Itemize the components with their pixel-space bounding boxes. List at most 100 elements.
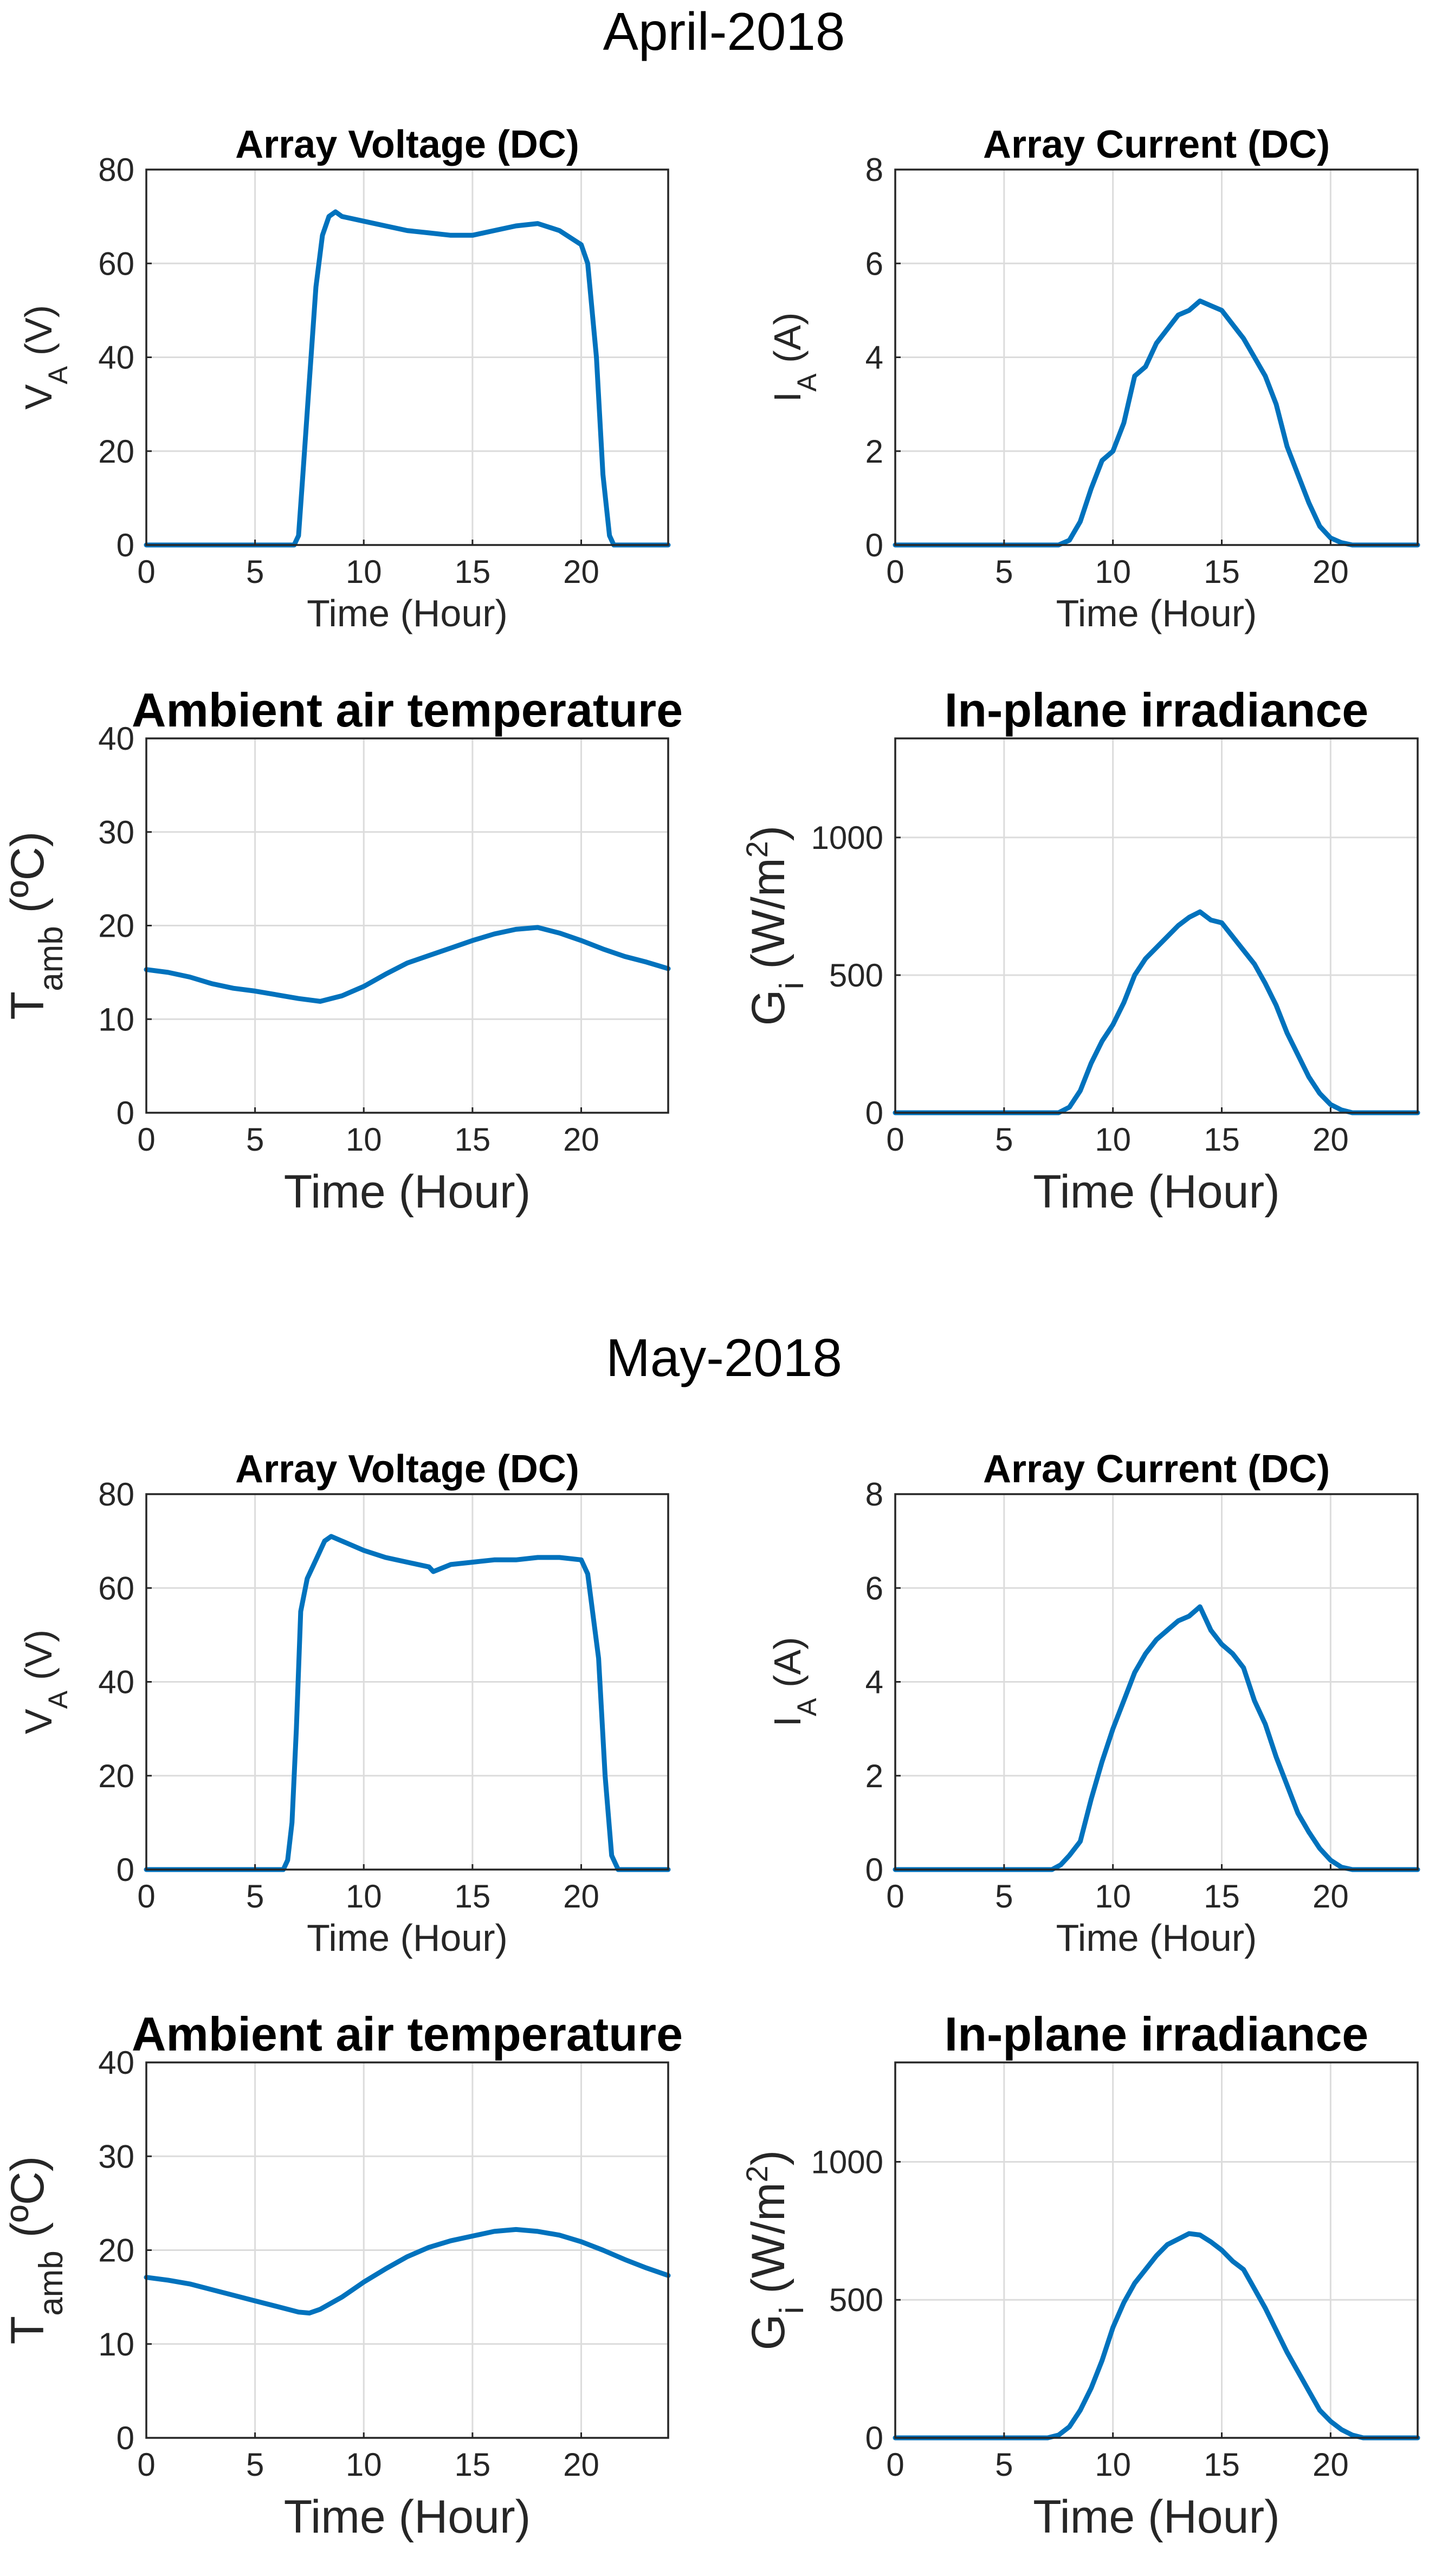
x-tick-label: 0 <box>137 554 155 590</box>
x-axis-label: Time (Hour) <box>1033 2491 1280 2543</box>
series-line <box>144 2227 671 2316</box>
y-tick-label: 20 <box>98 433 134 470</box>
y-tick-label: 60 <box>98 1570 134 1606</box>
y-tick-label: 0 <box>865 1095 883 1131</box>
x-tick-label: 0 <box>137 1121 155 1158</box>
y-tick-label: 20 <box>98 1758 134 1794</box>
x-tick-label: 5 <box>246 2447 264 2483</box>
x-axis-label: Time (Hour) <box>284 1166 531 1218</box>
y-axis-label: IA (A) <box>766 313 822 403</box>
chart-title: Array Voltage (DC) <box>235 1448 579 1491</box>
x-tick-label: 0 <box>886 1878 904 1915</box>
chart-title: Array Voltage (DC) <box>235 123 579 166</box>
chart-panel: 0 5 10 15 20 0 20 40 60 80 Array Voltage (DC) Time … <box>17 1448 671 1959</box>
y-tick-label: 500 <box>829 2282 883 2318</box>
x-axis-label: Time (Hour) <box>1033 1166 1280 1218</box>
x-tick-label: 20 <box>1313 554 1349 590</box>
x-tick-label: 10 <box>346 554 382 590</box>
x-tick-label: 10 <box>1095 1121 1131 1158</box>
series-line <box>893 299 1420 548</box>
series-line <box>893 909 1420 1115</box>
series-line <box>144 1534 671 1872</box>
y-axis-label: IA (A) <box>766 1637 822 1727</box>
chart-title: In-plane irradiance <box>945 683 1368 737</box>
chart-title: Ambient air temperature <box>132 683 683 737</box>
y-axis-label: Tamb (ºC) <box>2 2156 70 2345</box>
y-tick-label: 10 <box>98 1001 134 1037</box>
chart-title: Ambient air temperature <box>132 2007 683 2061</box>
x-tick-label: 0 <box>137 2447 155 2483</box>
x-tick-label: 0 <box>886 2447 904 2483</box>
y-tick-label: 10 <box>98 2326 134 2363</box>
y-tick-label: 8 <box>865 152 883 188</box>
x-axis-label: Time (Hour) <box>1056 592 1257 634</box>
series-line <box>893 1604 1420 1872</box>
x-tick-label: 10 <box>346 1121 382 1158</box>
y-tick-label: 4 <box>865 1664 883 1701</box>
y-tick-label: 1000 <box>811 2144 883 2180</box>
x-tick-label: 20 <box>1313 2447 1349 2483</box>
x-tick-label: 0 <box>137 1878 155 1915</box>
y-tick-label: 0 <box>117 1095 134 1131</box>
chart-panel: 0 5 10 15 20 0 500 1000 In-plane irradiance Time … <box>740 683 1420 1218</box>
chart-title: In-plane irradiance <box>945 2007 1368 2061</box>
x-tick-label: 10 <box>1095 2447 1131 2483</box>
x-tick-label: 5 <box>995 1121 1013 1158</box>
y-tick-label: 0 <box>117 1852 134 1888</box>
x-tick-label: 0 <box>886 1121 904 1158</box>
x-tick-label: 10 <box>1095 554 1131 590</box>
y-tick-label: 30 <box>98 2138 134 2175</box>
x-tick-label: 15 <box>455 1121 491 1158</box>
x-tick-label: 20 <box>563 1878 599 1915</box>
y-tick-label: 0 <box>865 2420 883 2456</box>
y-tick-label: 20 <box>98 2233 134 2269</box>
x-tick-label: 15 <box>1204 2447 1240 2483</box>
y-tick-label: 40 <box>98 721 134 757</box>
y-tick-label: 40 <box>98 340 134 376</box>
y-tick-label: 1000 <box>811 820 883 856</box>
y-tick-label: 20 <box>98 908 134 944</box>
series-line <box>144 209 671 548</box>
y-tick-label: 80 <box>98 1476 134 1513</box>
y-tick-label: 2 <box>865 1758 883 1794</box>
y-tick-label: 0 <box>865 527 883 563</box>
series-line <box>144 925 671 1004</box>
y-tick-label: 80 <box>98 152 134 188</box>
x-tick-label: 15 <box>1204 1121 1240 1158</box>
x-axis-label: Time (Hour) <box>307 592 508 634</box>
chart-title: Array Current (DC) <box>983 123 1330 166</box>
y-tick-label: 8 <box>865 1476 883 1513</box>
x-tick-label: 20 <box>563 1121 599 1158</box>
chart-panel: 0 5 10 15 20 0 2 4 6 8 Array Current (DC) Time (Hou… <box>766 123 1420 634</box>
y-tick-label: 40 <box>98 1664 134 1701</box>
chart-title: Array Current (DC) <box>983 1448 1330 1491</box>
chart-panel: 0 5 10 15 20 0 500 1000 In-plane irradiance Time … <box>740 2007 1420 2543</box>
x-tick-label: 20 <box>563 2447 599 2483</box>
y-tick-label: 60 <box>98 245 134 282</box>
x-tick-label: 15 <box>455 1878 491 1915</box>
y-tick-label: 6 <box>865 245 883 282</box>
x-tick-label: 5 <box>246 1121 264 1158</box>
figure-title-april: April-2018 <box>603 2 845 61</box>
x-axis-label: Time (Hour) <box>284 2491 531 2543</box>
y-tick-label: 2 <box>865 433 883 470</box>
x-tick-label: 20 <box>1313 1121 1349 1158</box>
x-tick-label: 5 <box>246 554 264 590</box>
y-tick-label: 0 <box>865 1852 883 1888</box>
y-axis-label: Tamb (ºC) <box>2 832 70 1020</box>
x-tick-label: 5 <box>995 554 1013 590</box>
chart-panel: 0 5 10 15 20 0 20 40 60 80 Array Voltage (DC) Time … <box>17 123 671 634</box>
y-axis-label: Gi (W/m2) <box>740 2150 811 2351</box>
y-tick-label: 500 <box>829 957 883 994</box>
y-tick-label: 4 <box>865 340 883 376</box>
x-tick-label: 15 <box>455 554 491 590</box>
x-tick-label: 5 <box>246 1878 264 1915</box>
x-axis-label: Time (Hour) <box>1056 1917 1257 1959</box>
x-tick-label: 15 <box>1204 554 1240 590</box>
x-tick-label: 10 <box>346 2447 382 2483</box>
x-tick-label: 10 <box>1095 1878 1131 1915</box>
chart-panel: 0 5 10 15 20 0 2 4 6 8 Array Current (DC) Time (Hou… <box>766 1448 1420 1959</box>
